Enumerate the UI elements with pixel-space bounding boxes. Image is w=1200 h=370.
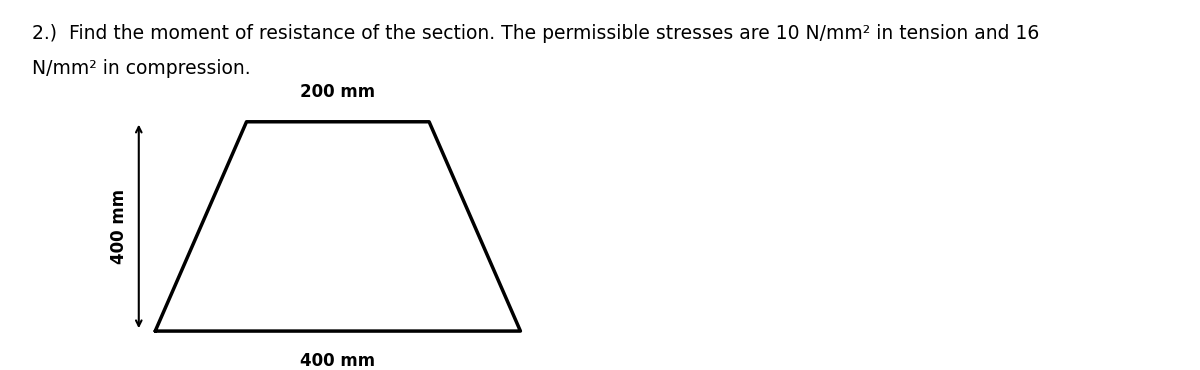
Text: 400 mm: 400 mm: [300, 352, 376, 370]
Text: 2.)  Find the moment of resistance of the section. The permissible stresses are : 2.) Find the moment of resistance of the…: [32, 24, 1039, 43]
Text: 200 mm: 200 mm: [300, 83, 376, 101]
Text: 400 mm: 400 mm: [109, 189, 127, 264]
Text: N/mm² in compression.: N/mm² in compression.: [32, 59, 251, 78]
